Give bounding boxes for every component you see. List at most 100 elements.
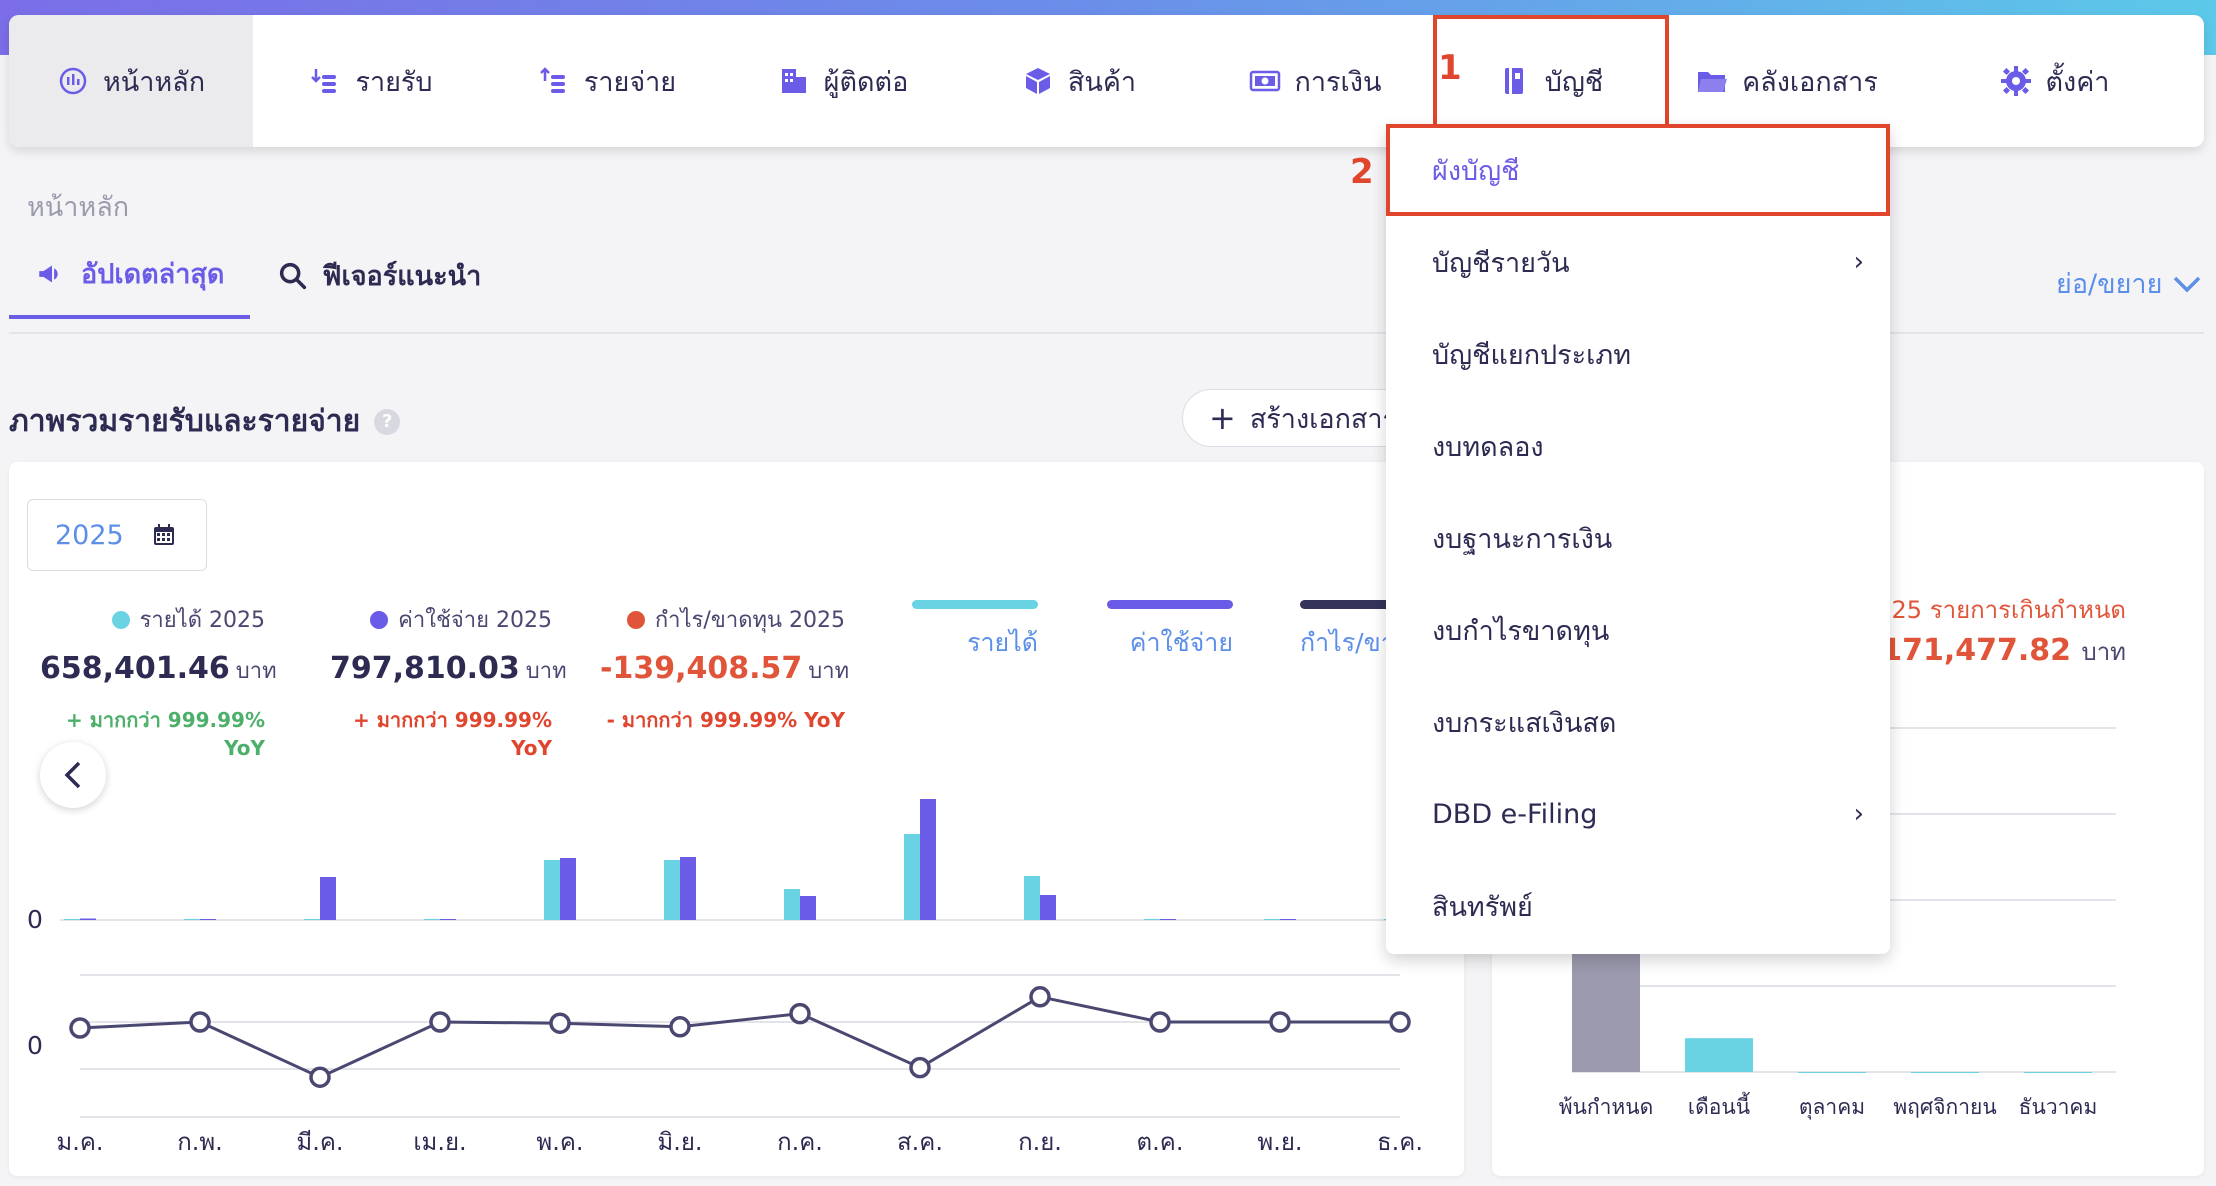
dropdown-item-2[interactable]: บัญชีแยกประเภท (1386, 308, 1890, 400)
nav-item-8[interactable]: ตั้งค่า (1905, 15, 2204, 147)
dropdown-item-0[interactable]: ผังบัญชี (1386, 124, 1890, 216)
overview-chart: 0 0 ม.ค. ก.พ. มี.ค. เม.ย. พ.ค. มิ.ย. ก.ค. ส.ค. ก.ย… (27, 799, 1423, 1156)
expand-collapse-toggle[interactable]: ย่อ/ขยาย (2056, 262, 2202, 305)
search-icon (280, 262, 307, 289)
bar-expense-1 (200, 919, 216, 920)
tab-label: อัปเดตล่าสุด (81, 259, 225, 290)
profit-line (79, 995, 1400, 1079)
dropdown-item-8[interactable]: สินทรัพย์ (1386, 860, 1890, 952)
profit-dot (626, 610, 645, 629)
bar-income-9 (1144, 919, 1160, 920)
bar-expense-4 (560, 858, 576, 920)
overview-card (9, 462, 1464, 1176)
profit-point-0 (69, 1017, 91, 1039)
x-tick-label-10: พ.ย. (1257, 1128, 1302, 1156)
tab-bar: อัปเดตล่าสุด ฟีเจอร์แนะนำ (9, 252, 507, 319)
dropdown-item-label: สินทรัพย์ (1432, 891, 1533, 923)
dropdown-item-label: งบกำไรขาดทุน (1432, 615, 1610, 647)
profit-point-8 (1029, 986, 1051, 1008)
create-document-button[interactable]: + สร้างเอกสาร (1182, 389, 1422, 447)
dropdown-item-label: DBD e-Filing (1432, 798, 1598, 830)
legend-expense[interactable]: ค่าใช้จ่าย (1107, 600, 1233, 663)
income-value: 658,401.46 (40, 651, 230, 686)
legend-income-label: รายได้ (967, 628, 1038, 657)
bar-expense-5 (680, 857, 696, 920)
nav-item-1[interactable]: รายรับ (253, 15, 489, 147)
tab-divider (9, 332, 2204, 334)
nav-item-6[interactable]: บัญชี (1433, 15, 1669, 147)
dropdown-item-3[interactable]: งบทดลอง (1386, 400, 1890, 492)
right-bar-2 (1798, 1072, 1866, 1073)
dropdown-item-6[interactable]: งบกระแสเงินสด (1386, 676, 1890, 768)
bar-zero-label: 0 (27, 905, 43, 934)
create-document-label: สร้างเอกสาร (1249, 403, 1398, 435)
year-value: 2025 (55, 519, 124, 551)
money-icon (1249, 70, 1280, 92)
income-dot (111, 610, 130, 629)
legend-income[interactable]: รายได้ (912, 600, 1038, 663)
overdue-unit: บาท (2081, 638, 2126, 666)
expense-value: 797,810.03 (330, 651, 520, 686)
bar-income-2 (304, 919, 320, 920)
profit-point-10 (1269, 1011, 1291, 1033)
bar-expense-8 (1040, 895, 1056, 920)
help-icon[interactable]: ? (374, 408, 401, 435)
tab-latest-updates[interactable]: อัปเดตล่าสุด (9, 252, 251, 319)
nav-item-label: ผู้ติดต่อ (823, 66, 909, 98)
profit-point-6 (789, 1002, 811, 1025)
legend-income-swatch (912, 600, 1038, 609)
bar-expense-6 (800, 896, 816, 920)
expense-icon (539, 67, 565, 93)
year-picker[interactable]: 2025 (27, 499, 207, 571)
x-tick-label-4: พ.ค. (536, 1128, 583, 1156)
dropdown-item-5[interactable]: งบกำไรขาดทุน (1386, 584, 1890, 676)
plus-icon: + (1209, 399, 1236, 437)
legend-expense-label: ค่าใช้จ่าย (1129, 628, 1233, 657)
dropdown-item-label: งบฐานะการเงิน (1432, 523, 1613, 555)
x-tick-label-6: ก.ค. (777, 1128, 823, 1156)
nav-item-0[interactable]: หน้าหลัก (9, 15, 253, 147)
bar-expense-10 (1280, 919, 1296, 920)
accounting-dropdown-menu: ผังบัญชี บัญชีรายวัน › บัญชีแยกประเภทงบทดลอ… (1386, 124, 1890, 954)
nav-item-2[interactable]: รายจ่าย (489, 15, 725, 147)
expense-label: ค่าใช้จ่าย 2025 (398, 608, 552, 633)
dropdown-item-4[interactable]: งบฐานะการเงิน (1386, 492, 1890, 584)
legend-profit[interactable]: กำไร/ขาด (1300, 600, 1390, 663)
overdue-count: 25 รายการเกินกำหนด (1891, 596, 2126, 624)
bar-income-10 (1264, 919, 1280, 920)
nav-item-3[interactable]: ผู้ติดต่อ (725, 15, 961, 147)
profit-point-5 (669, 1016, 691, 1038)
right-bar-0 (1572, 942, 1640, 1072)
dropdown-item-1[interactable]: บัญชีรายวัน › (1386, 216, 1890, 308)
nav-item-label: รายรับ (355, 66, 433, 98)
nav-item-label: บัญชี (1544, 66, 1604, 98)
nav-item-5[interactable]: การเงิน (1197, 15, 1433, 147)
nav-item-7[interactable]: คลังเอกสาร (1669, 15, 1905, 147)
previous-period-button[interactable] (40, 742, 106, 808)
bar-income-8 (1024, 876, 1040, 920)
tab-recommended-features[interactable]: ฟีเจอร์แนะนำ (250, 252, 507, 319)
x-tick-label-2: มี.ค. (296, 1128, 343, 1156)
dropdown-item-7[interactable]: DBD e-Filing › (1386, 768, 1890, 860)
dropdown-item-label: งบกระแสเงินสด (1432, 707, 1617, 739)
profit-point-3 (429, 1011, 451, 1033)
income-label: รายได้ 2025 (139, 608, 265, 633)
legend-profit-swatch (1300, 600, 1390, 609)
x-tick-label-7: ส.ค. (897, 1128, 943, 1156)
bar-expense-2 (320, 877, 336, 920)
step-1-annotation: 1 (1438, 48, 1462, 88)
bar-expense-9 (1160, 919, 1176, 920)
nav-item-label: หน้าหลัก (102, 66, 206, 98)
folder-icon (1698, 72, 1728, 92)
megaphone-icon (39, 265, 58, 282)
calendar-icon (153, 524, 174, 545)
profit-point-2 (309, 1066, 331, 1088)
chevron-right-icon: › (1853, 799, 1864, 829)
section-title: ภาพรวมรายรับและรายจ่าย ? (9, 398, 401, 445)
dashboard-icon (59, 67, 87, 95)
right-bar-1 (1685, 1038, 1753, 1072)
nav-item-label: สินค้า (1067, 66, 1137, 98)
nav-item-4[interactable]: สินค้า (961, 15, 1197, 147)
dropdown-item-label: งบทดลอง (1432, 431, 1544, 463)
x-tick-label-9: ต.ค. (1137, 1128, 1184, 1156)
